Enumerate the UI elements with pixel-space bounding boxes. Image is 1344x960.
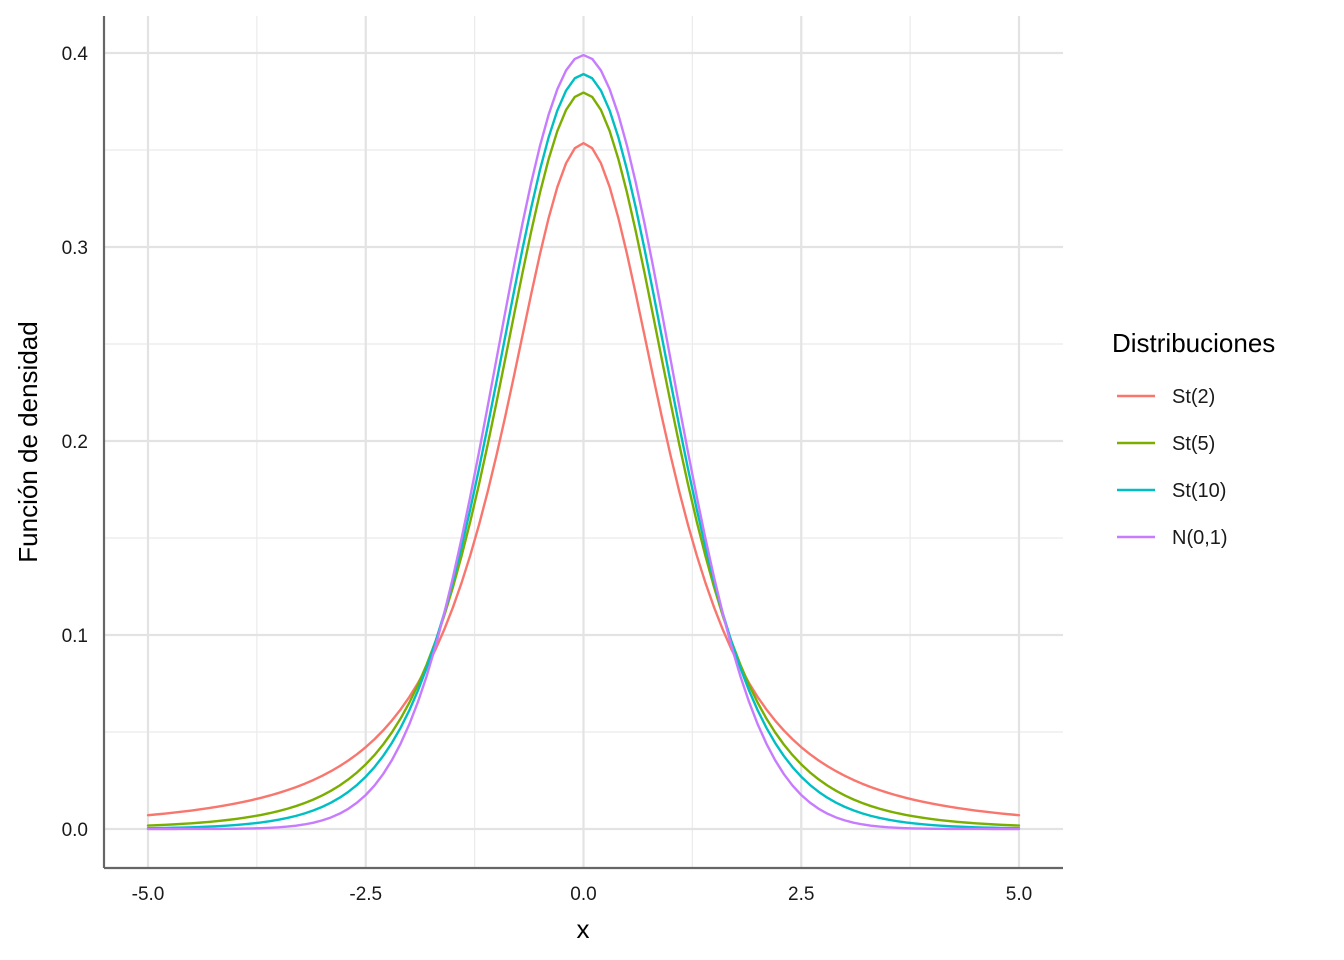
x-tick-label: -5.0 <box>132 884 165 905</box>
y-tick-label: 0.2 <box>62 432 88 453</box>
x-tick-label: -2.5 <box>349 884 382 905</box>
legend-items: St(2) St(5) St(10) N(0,1) <box>1117 386 1228 549</box>
legend-label-0: St(2) <box>1172 386 1215 408</box>
x-tick-labels: -5.0 -2.5 0.0 2.5 5.0 <box>132 884 1033 905</box>
y-tick-labels: 0.0 0.1 0.2 0.3 0.4 <box>62 44 89 841</box>
y-tick-label: 0.1 <box>62 626 88 647</box>
series-lines <box>146 53 1021 831</box>
x-tick-label: 2.5 <box>788 884 814 905</box>
y-tick-label: 0.4 <box>62 44 89 65</box>
series-line-2 <box>146 72 1021 830</box>
y-tick-label: 0.0 <box>62 820 88 841</box>
legend-label-1: St(5) <box>1172 433 1215 455</box>
x-tick-label: 0.0 <box>570 884 596 905</box>
x-tick-label: 5.0 <box>1006 884 1032 905</box>
series-line-3 <box>146 53 1021 831</box>
x-axis-title: x <box>577 914 590 944</box>
y-tick-label: 0.3 <box>62 238 88 259</box>
legend: Distribuciones St(2) St(5) St(10) N(0,1) <box>1112 328 1275 549</box>
legend-title: Distribuciones <box>1112 328 1275 358</box>
series-line-1 <box>146 91 1021 827</box>
axes <box>102 16 1063 870</box>
legend-label-3: N(0,1) <box>1172 527 1228 549</box>
legend-label-2: St(10) <box>1172 480 1226 502</box>
y-axis-title: Función de densidad <box>13 321 43 562</box>
series-line-0 <box>146 141 1021 817</box>
